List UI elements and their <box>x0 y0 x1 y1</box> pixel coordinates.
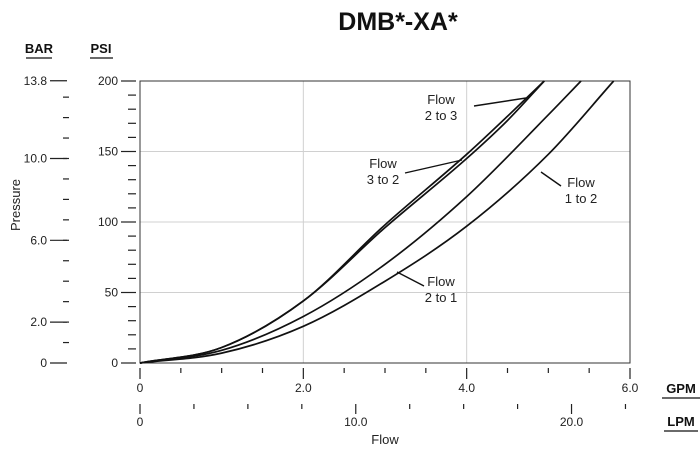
lpm-tick-label: 10.0 <box>344 415 368 429</box>
lpm-tick-label: 20.0 <box>560 415 584 429</box>
curve-label-leader <box>404 159 463 174</box>
curves <box>139 80 615 364</box>
curve-1 <box>139 80 545 364</box>
curve-label-leader <box>396 271 425 287</box>
curve-label: Flow 1 to 2 <box>565 175 598 206</box>
plot-frame <box>139 80 631 364</box>
curve-label: Flow 2 to 3 <box>425 92 458 123</box>
y-axis-label: Pressure <box>8 179 23 231</box>
curve-2 <box>139 80 615 364</box>
x-unit-lpm: LPM <box>667 414 694 429</box>
psi-tick-label: 200 <box>98 74 118 88</box>
psi-tick-label: 0 <box>111 356 118 370</box>
y-unit-bar: BAR <box>25 41 54 56</box>
gpm-tick-label: 2.0 <box>295 381 312 395</box>
bar-tick-label: 13.8 <box>24 74 48 88</box>
x-unit-gpm: GPM <box>666 381 696 396</box>
bar-tick-label: 2.0 <box>30 315 47 329</box>
bar-tick-label: 10.0 <box>24 151 48 165</box>
bar-tick-label: 6.0 <box>30 233 47 247</box>
curve-label-leader <box>540 171 562 187</box>
grid <box>140 81 630 363</box>
curve-label-leader <box>473 97 527 107</box>
psi-tick-label: 100 <box>98 215 118 229</box>
gpm-tick-label: 6.0 <box>622 381 639 395</box>
gpm-tick-label: 0 <box>137 381 144 395</box>
y-unit-psi: PSI <box>91 41 112 56</box>
bar-tick-label: 0 <box>40 356 47 370</box>
axes: 0 50 100 150 200 0 2.0 6.0 10.0 13.8 0 2.0 4.0 6.0 0 10… <box>24 74 639 429</box>
curve-3 <box>139 80 582 364</box>
psi-tick-label: 150 <box>98 145 118 159</box>
curve-labels: Flow 2 to 3 Flow 3 to 2 Flow 1 to 2 Flow 2 to 1 <box>367 92 598 305</box>
gpm-tick-label: 4.0 <box>458 381 475 395</box>
chart-title: DMB*-XA* <box>338 8 458 36</box>
curve-label: Flow 3 to 2 <box>367 156 400 187</box>
psi-tick-label: 50 <box>105 286 119 300</box>
lpm-tick-label: 0 <box>137 415 144 429</box>
x-axis-label: Flow <box>371 432 399 447</box>
curve-label: Flow 2 to 1 <box>425 274 458 305</box>
